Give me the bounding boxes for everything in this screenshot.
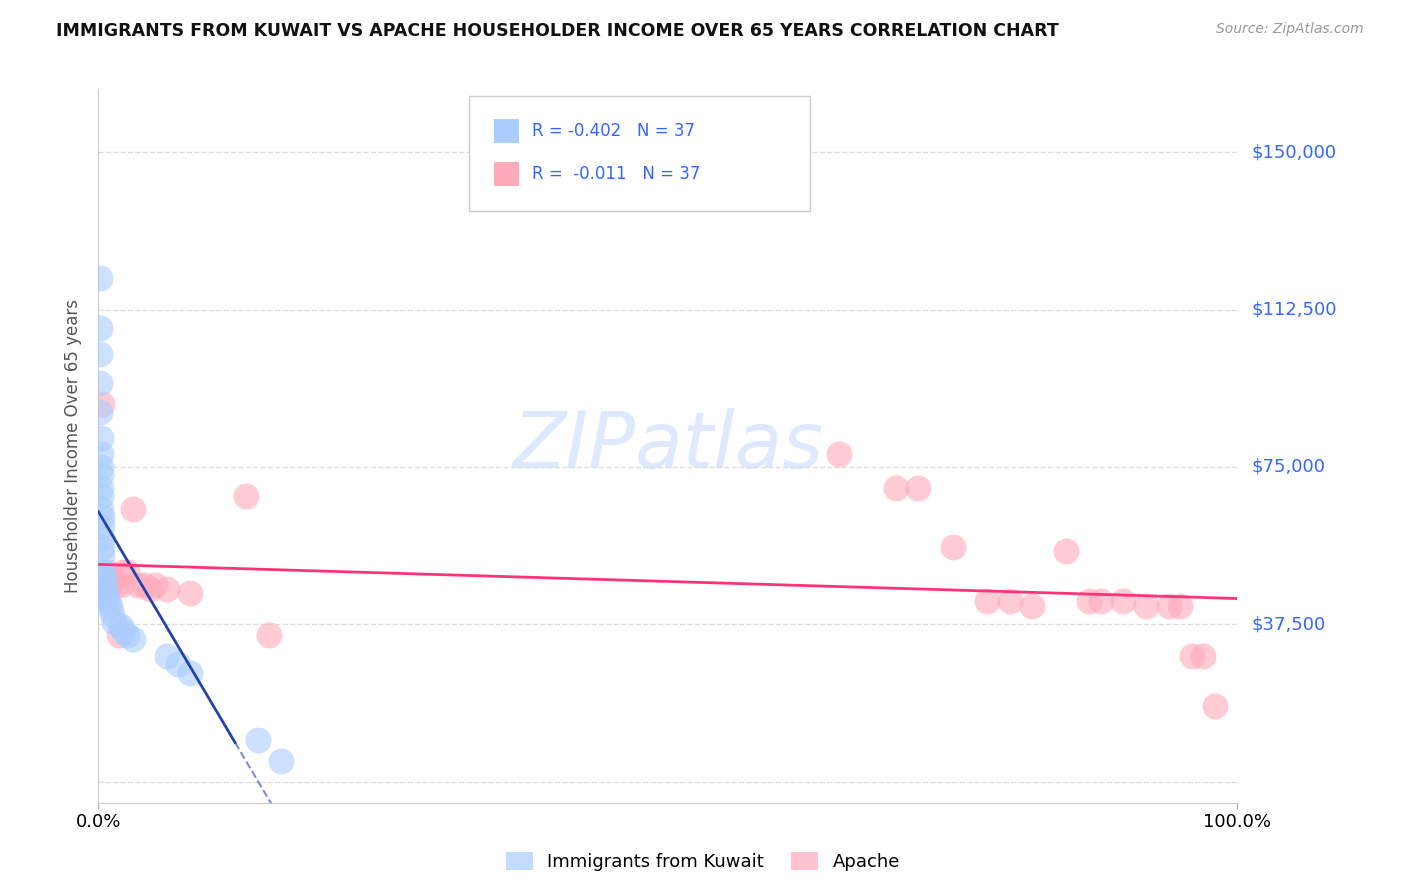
Point: [96, 590, 118, 604]
Point: [907, 481, 929, 495]
Point: [90, 518, 112, 533]
Point: [94, 586, 117, 600]
Point: [156, 582, 179, 596]
Point: [127, 577, 149, 591]
Point: [101, 574, 124, 588]
Point: [976, 594, 998, 608]
Text: ZIPatlas: ZIPatlas: [512, 408, 824, 484]
Point: [1054, 544, 1078, 558]
Point: [115, 628, 138, 642]
Point: [1090, 594, 1112, 608]
Point: [1157, 599, 1180, 613]
Text: Source: ZipAtlas.com: Source: ZipAtlas.com: [1216, 22, 1364, 37]
Point: [110, 577, 132, 591]
Point: [246, 732, 269, 747]
Point: [90, 468, 112, 483]
Point: [1204, 699, 1226, 714]
Point: [1181, 648, 1204, 663]
Point: [89, 376, 111, 390]
Point: [89, 346, 111, 360]
Point: [104, 577, 127, 591]
Point: [90, 460, 112, 475]
Point: [90, 548, 112, 562]
Legend: Immigrants from Kuwait, Apache: Immigrants from Kuwait, Apache: [499, 845, 907, 879]
Point: [1192, 648, 1215, 663]
Point: [121, 502, 143, 516]
Point: [93, 574, 115, 588]
Point: [270, 754, 292, 768]
Point: [93, 577, 115, 591]
Point: [1021, 599, 1043, 613]
Point: [96, 594, 118, 608]
Point: [96, 565, 118, 579]
Point: [112, 624, 135, 638]
Point: [259, 628, 281, 642]
Point: [108, 628, 131, 642]
FancyBboxPatch shape: [494, 120, 519, 143]
Point: [1112, 594, 1135, 608]
Point: [93, 577, 115, 591]
Point: [90, 431, 112, 445]
Point: [89, 405, 111, 419]
Point: [156, 648, 179, 663]
Point: [90, 481, 112, 495]
Point: [112, 565, 135, 579]
Point: [235, 489, 257, 503]
Point: [90, 540, 112, 554]
Text: R =  -0.011   N = 37: R = -0.011 N = 37: [533, 165, 700, 183]
Point: [167, 657, 190, 672]
Text: R = -0.402   N = 37: R = -0.402 N = 37: [533, 122, 696, 140]
Point: [93, 582, 115, 596]
Text: $75,000: $75,000: [1251, 458, 1326, 476]
Point: [1078, 594, 1101, 608]
Point: [89, 271, 111, 285]
Y-axis label: Householder Income Over 65 years: Householder Income Over 65 years: [65, 299, 83, 593]
FancyBboxPatch shape: [494, 162, 519, 186]
Point: [89, 582, 111, 596]
Point: [145, 577, 167, 591]
Point: [1135, 599, 1157, 613]
Point: [138, 582, 160, 596]
Point: [90, 447, 112, 461]
Point: [110, 619, 132, 633]
Point: [90, 532, 112, 546]
Point: [90, 510, 112, 524]
Point: [89, 321, 111, 335]
Text: $150,000: $150,000: [1251, 143, 1336, 161]
Point: [90, 397, 112, 411]
Point: [942, 540, 965, 554]
Text: $37,500: $37,500: [1251, 615, 1326, 633]
Point: [90, 502, 112, 516]
Point: [179, 665, 201, 680]
Point: [828, 447, 851, 461]
Point: [98, 577, 121, 591]
Point: [115, 565, 138, 579]
Point: [132, 577, 155, 591]
FancyBboxPatch shape: [468, 96, 810, 211]
Point: [179, 586, 201, 600]
Point: [1170, 599, 1192, 613]
Point: [103, 615, 125, 630]
Point: [121, 632, 143, 646]
Point: [90, 489, 112, 503]
Point: [998, 594, 1021, 608]
Point: [90, 565, 112, 579]
Text: $112,500: $112,500: [1251, 301, 1337, 318]
Point: [884, 481, 907, 495]
Point: [101, 607, 124, 621]
Text: IMMIGRANTS FROM KUWAIT VS APACHE HOUSEHOLDER INCOME OVER 65 YEARS CORRELATION CH: IMMIGRANTS FROM KUWAIT VS APACHE HOUSEHO…: [56, 22, 1059, 40]
Point: [98, 599, 121, 613]
Point: [91, 565, 114, 579]
